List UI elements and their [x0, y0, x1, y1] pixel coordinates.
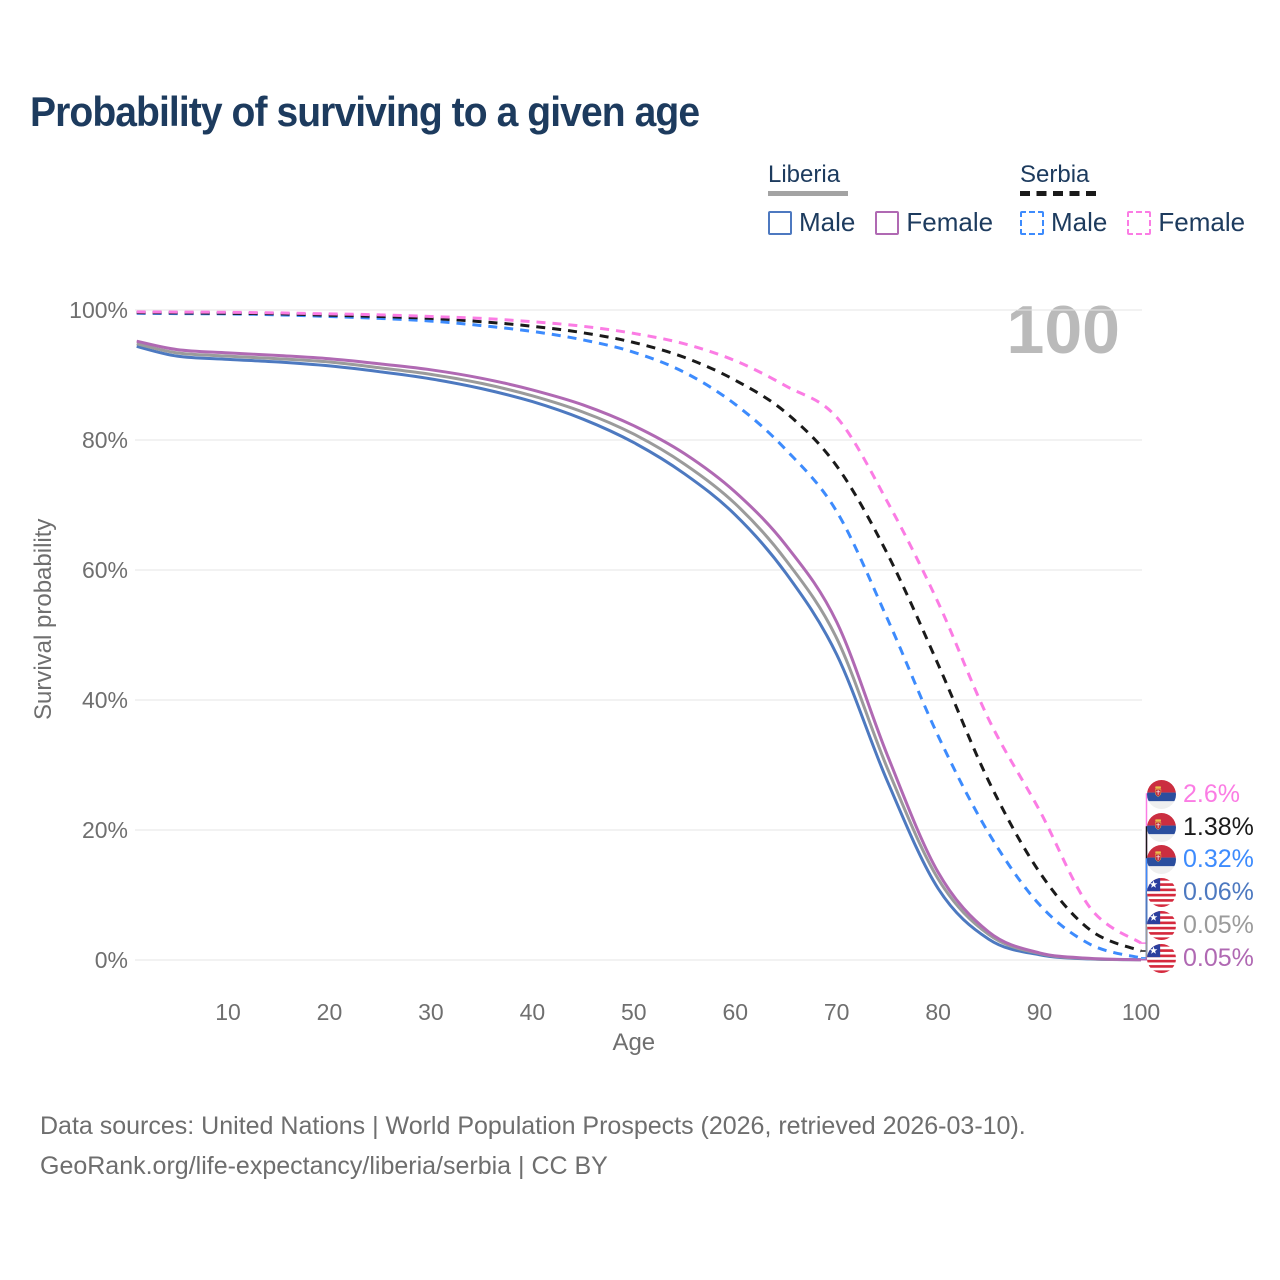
- legend-item-label: Female: [1158, 207, 1246, 238]
- y-tick-20%: 20%: [82, 817, 128, 843]
- legend-item-serbia-male[interactable]: Male: [1020, 207, 1107, 238]
- legend-country-serbia[interactable]: Serbia: [1020, 161, 1090, 188]
- x-tick-20: 20: [317, 999, 343, 1025]
- x-tick-90: 90: [1027, 999, 1053, 1025]
- checkbox-serbia-male[interactable]: [1020, 210, 1044, 235]
- end-label-value: 1.38%: [1183, 812, 1254, 841]
- footer-sources: Data sources: United Nations | World Pop…: [40, 1112, 1026, 1140]
- footer-attribution: GeoRank.org/life-expectancy/liberia/serb…: [40, 1152, 608, 1180]
- x-tick-50: 50: [621, 999, 647, 1025]
- y-tick-80%: 80%: [82, 427, 128, 453]
- legend-rule-serbia-dashed: [1020, 191, 1096, 197]
- legend-item-liberia-male[interactable]: Male: [768, 207, 855, 238]
- legend-item-label: Female: [906, 207, 994, 238]
- end-label-serbia-both-sexes: 1.38%: [1147, 812, 1254, 842]
- end-label-liberia-male: 0.06%: [1147, 877, 1254, 907]
- end-label-value: 0.06%: [1183, 877, 1254, 906]
- x-tick-80: 80: [925, 999, 951, 1025]
- legend-item-label: Male: [1051, 207, 1108, 238]
- legend-group-serbia: Serbia Male Female: [1020, 161, 1245, 238]
- end-label-value: 0.32%: [1183, 844, 1254, 873]
- checkbox-serbia-female[interactable]: [1127, 210, 1152, 235]
- end-label-serbia-male: 0.32%: [1147, 844, 1254, 874]
- x-tick-10: 10: [215, 999, 241, 1025]
- y-tick-60%: 60%: [82, 557, 128, 583]
- legend-item-liberia-female[interactable]: Female: [875, 207, 993, 238]
- x-axis-title: Age: [612, 1029, 655, 1056]
- x-tick-30: 30: [418, 999, 444, 1025]
- x-tick-60: 60: [722, 999, 748, 1025]
- x-tick-100: 100: [1122, 999, 1160, 1025]
- legend-rule-liberia-solid: [768, 191, 848, 197]
- legend-item-serbia-female[interactable]: Female: [1127, 207, 1245, 238]
- end-label-value: 0.05%: [1183, 910, 1254, 939]
- curve-serbia-both-sexes[interactable]: [136, 311, 1142, 953]
- x-tick-70: 70: [824, 999, 850, 1025]
- end-label-liberia-both-sexes: 0.05%: [1147, 910, 1254, 940]
- chart-title: Probability of surviving to a given age: [30, 88, 700, 135]
- liberia-flag-icon: [1147, 943, 1176, 973]
- legend-country-liberia[interactable]: Liberia: [768, 161, 841, 188]
- end-label-serbia-female: 2.6%: [1147, 779, 1240, 809]
- footer: Data sources: United Nations | World Pop…: [40, 1106, 1026, 1186]
- liberia-flag-icon: [1147, 910, 1176, 940]
- hover-age-watermark: 100: [1006, 292, 1120, 368]
- y-tick-40%: 40%: [82, 687, 128, 713]
- curve-serbia-male[interactable]: [136, 311, 1142, 960]
- checkbox-liberia-female[interactable]: [875, 210, 900, 235]
- end-label-liberia-female: 0.05%: [1147, 943, 1254, 973]
- curve-liberia-male[interactable]: [136, 344, 1142, 962]
- end-label-value: 0.05%: [1183, 943, 1254, 972]
- y-tick-100%: 100%: [69, 297, 128, 323]
- serbia-flag-icon: [1147, 779, 1176, 809]
- serbia-flag-icon: [1147, 844, 1176, 874]
- curve-liberia-female[interactable]: [136, 339, 1142, 962]
- liberia-flag-icon: [1147, 877, 1176, 907]
- legend-item-label: Male: [799, 207, 856, 238]
- x-tick-40: 40: [520, 999, 546, 1025]
- curve-serbia-female[interactable]: [136, 310, 1142, 945]
- legend-group-liberia: Liberia Male Female: [768, 161, 993, 238]
- y-tick-0%: 0%: [95, 947, 128, 973]
- curve-liberia-both-sexes[interactable]: [136, 342, 1142, 962]
- end-label-value: 2.6%: [1183, 779, 1240, 808]
- checkbox-liberia-male[interactable]: [768, 210, 792, 235]
- serbia-flag-icon: [1147, 812, 1176, 842]
